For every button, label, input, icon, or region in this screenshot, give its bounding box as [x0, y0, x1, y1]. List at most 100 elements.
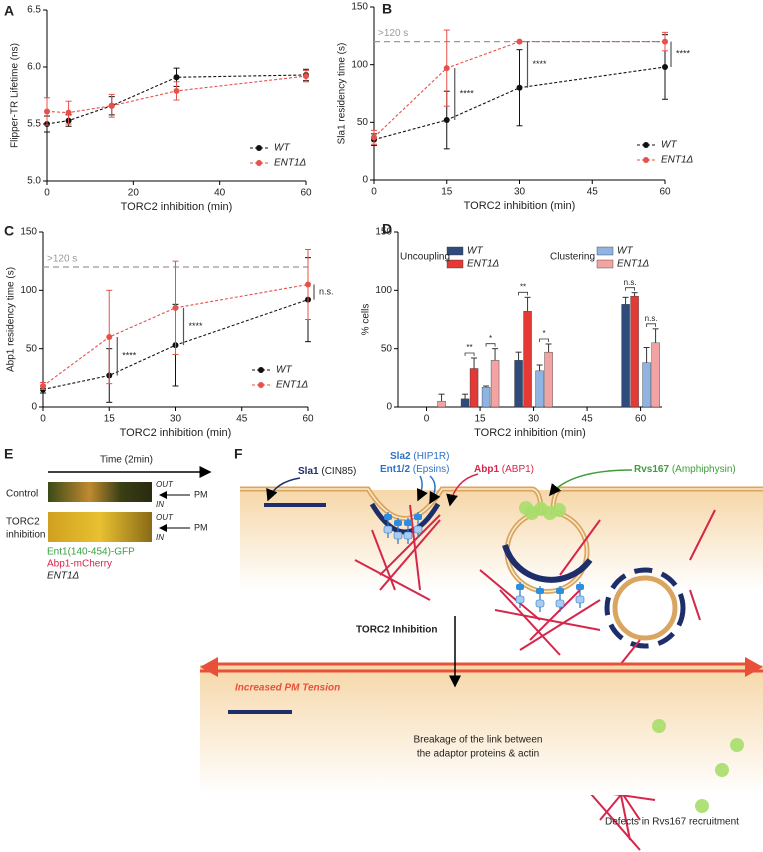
panel-label: C	[4, 223, 14, 239]
adaptor	[535, 599, 545, 608]
legend-text: WT	[274, 143, 290, 154]
x-tick-label: 0	[424, 414, 430, 425]
x-tick-label: 0	[44, 188, 50, 199]
legend-text: WT	[661, 140, 677, 151]
x-axis-label: TORC2 inhibition (min)	[474, 427, 586, 439]
point	[44, 108, 50, 115]
rvs167	[552, 503, 566, 517]
point	[40, 383, 46, 389]
tension-arrow	[200, 657, 218, 677]
out-label: OUT	[156, 513, 174, 522]
actin	[529, 589, 581, 641]
time-label: Time (2min)	[100, 455, 153, 466]
y-tick-label: 50	[381, 343, 393, 354]
significance-label: **	[466, 343, 472, 352]
pointer	[417, 475, 428, 502]
protein-label: Sla2 (HIP1R)	[390, 451, 449, 462]
rvs167	[652, 719, 666, 733]
x-tick-label: 45	[582, 414, 594, 425]
x-axis-label: TORC2 inhibition (min)	[121, 201, 233, 213]
protein-name: Ent1/2	[380, 464, 410, 475]
legend-text: Abp1-mCherry	[47, 559, 112, 570]
point	[443, 65, 450, 72]
x-tick-label: 45	[587, 187, 599, 198]
significance-bracket	[464, 352, 475, 356]
series-line	[42, 299, 309, 391]
row-label: Control	[6, 489, 38, 500]
y-axis-label: Sla1 residency time (s)	[337, 43, 348, 145]
protein-name: Abp1	[474, 464, 499, 475]
pointer	[429, 475, 441, 505]
bar	[490, 360, 500, 408]
significance-label: ****	[189, 321, 204, 331]
actin	[619, 639, 641, 666]
cytoplasm	[240, 490, 763, 590]
point	[173, 74, 180, 81]
legend-text: ENT1Δ	[274, 158, 307, 169]
y-tick-label: 150	[20, 227, 37, 238]
point	[108, 102, 115, 109]
adaptor	[556, 588, 564, 594]
point	[173, 87, 180, 94]
point	[516, 38, 523, 45]
reference-label: >120 s	[47, 254, 77, 265]
coat	[369, 502, 441, 535]
protein-name: Rvs167	[634, 464, 669, 475]
x-tick-label: 0	[40, 414, 46, 425]
kymograph	[48, 512, 152, 542]
legend-text: WT	[617, 246, 633, 257]
coat	[604, 567, 686, 649]
x-tick-label: 45	[236, 414, 248, 425]
panel-e: E Time (2min) Control TORC2 inhibition O…	[4, 446, 212, 582]
x-tick-label: 30	[170, 414, 182, 425]
actin	[519, 599, 601, 651]
significance-bracket	[518, 291, 528, 296]
adaptor	[394, 520, 402, 526]
protein-label: Rvs167 (Amphiphysin)	[634, 464, 736, 475]
x-tick-label: 15	[474, 414, 486, 425]
adaptor	[414, 514, 422, 520]
adaptor	[393, 531, 403, 540]
y-tick-label: 0	[386, 402, 392, 413]
significance-label: **	[520, 282, 526, 291]
y-tick-label: 0	[362, 175, 368, 186]
legend-dot	[256, 145, 262, 151]
significance-label: ****	[676, 49, 691, 59]
protein-label: Abp1 (ABP1)	[474, 464, 534, 475]
tension-arrow	[745, 657, 763, 677]
legend-swatch	[596, 246, 614, 256]
x-tick-label: 15	[441, 187, 453, 198]
adaptor	[403, 531, 413, 540]
significance-label: n.s.	[645, 314, 658, 323]
bar	[523, 311, 532, 408]
panel-label: E	[4, 446, 13, 462]
x-tick-label: 60	[659, 187, 671, 198]
legend-text: ENT1Δ	[617, 259, 650, 270]
y-tick-label: 6.5	[27, 5, 41, 16]
point	[662, 63, 668, 70]
y-tick-label: 5.0	[27, 176, 41, 187]
bar	[460, 398, 470, 408]
rvs167	[695, 799, 709, 813]
bar	[469, 368, 479, 408]
point	[443, 117, 450, 124]
point	[303, 73, 309, 80]
y-tick-label: 5.5	[27, 119, 41, 130]
protein-homolog: (Amphiphysin)	[672, 464, 736, 475]
protein-homolog: (ABP1)	[502, 464, 534, 475]
x-axis-label: TORC2 inhibition (min)	[120, 427, 232, 439]
x-tick-label: 20	[128, 188, 140, 199]
bar	[544, 351, 553, 408]
legend-text: Ent1(140-454)-GFP	[47, 547, 135, 558]
rvs167	[730, 738, 744, 752]
x-tick-label: 0	[371, 187, 377, 198]
kymograph	[48, 482, 152, 502]
x-axis-label: TORC2 inhibition (min)	[464, 200, 576, 212]
y-axis-label: Abp1 residency time (s)	[6, 267, 17, 372]
significance-label: ****	[533, 59, 548, 69]
protein-homolog: (CIN85)	[321, 466, 356, 477]
significance-bracket	[539, 338, 549, 342]
x-tick-label: 40	[214, 188, 226, 199]
actin	[354, 559, 431, 601]
